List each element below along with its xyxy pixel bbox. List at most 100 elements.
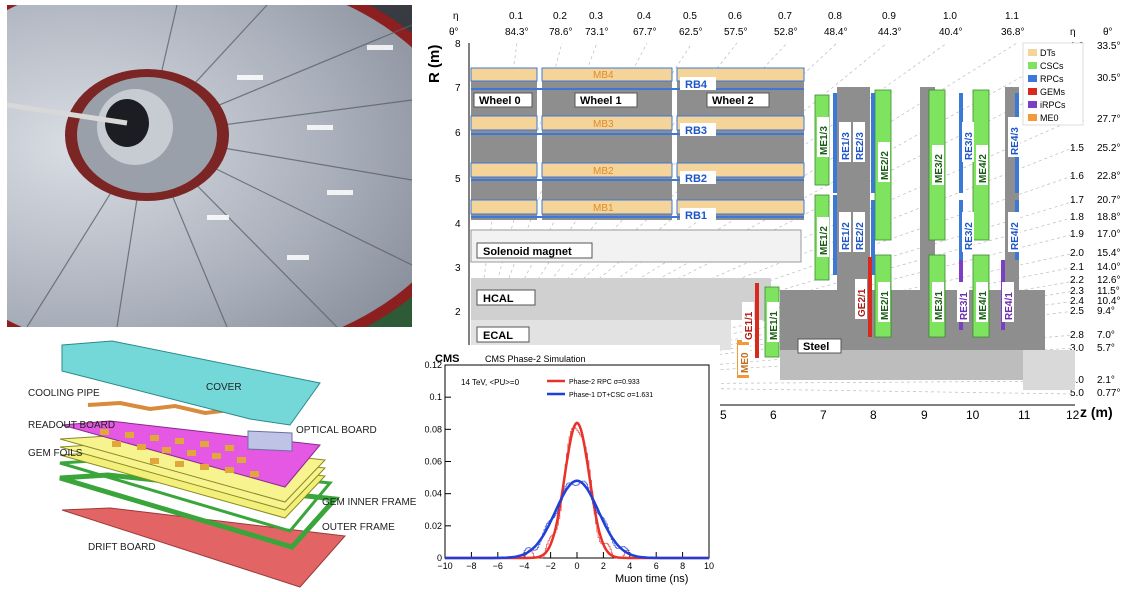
x-tick-label: 6 xyxy=(654,561,659,571)
right-theta: 15.4° xyxy=(1097,248,1120,259)
top-eta: 0.2 xyxy=(553,11,567,22)
z-tick: 5 xyxy=(720,408,727,422)
top-theta: 84.3° xyxy=(505,27,528,38)
gem-exploded-view: COVER COOLING PIPE READOUT BOARD OPTICAL… xyxy=(0,333,425,592)
top-eta: 0.8 xyxy=(828,11,842,22)
re23-label: RE2/3 xyxy=(855,132,866,160)
mb-labels: MB4 MB3 MB2 MB1 xyxy=(593,70,614,214)
legend-label-cscs: CSCs xyxy=(1040,61,1064,71)
solenoid-label: Solenoid magnet xyxy=(483,246,572,258)
top-theta: 52.8° xyxy=(774,27,797,38)
series-histogram-1 xyxy=(523,480,630,558)
top-theta: 67.7° xyxy=(633,27,656,38)
rb-labels: RB4 RB3 RB2 RB1 xyxy=(680,77,716,222)
mb3-label: MB3 xyxy=(593,119,614,130)
right-theta: 20.7° xyxy=(1097,195,1120,206)
top-theta: 48.4° xyxy=(824,27,847,38)
rb1-label: RB1 xyxy=(685,210,707,222)
right-theta: 11.5° xyxy=(1097,286,1120,297)
me11-label: ME1/1 xyxy=(769,311,780,340)
hcal-label-box xyxy=(476,289,536,306)
z-tick: 11 xyxy=(1018,408,1031,422)
right-eta: 2.2 xyxy=(1070,275,1084,286)
ge11-label: GE1/1 xyxy=(744,311,755,340)
rb-strips xyxy=(471,88,804,218)
gem-labels: COVER COOLING PIPE READOUT BOARD OPTICAL… xyxy=(28,382,417,553)
wheel-0-label: Wheel 0 xyxy=(479,95,521,107)
endcap-labels: ME1/3 RE1/3 RE2/3 ME2/2 ME3/2 RE3/3 ME4/… xyxy=(738,117,1021,375)
re42-label: RE4/2 xyxy=(1010,222,1021,250)
right-theta: 2.1° xyxy=(1097,375,1115,386)
outer-frame-label: OUTER FRAME xyxy=(322,522,395,533)
legend-label-gems: GEMs xyxy=(1040,87,1066,97)
top-eta: 0.3 xyxy=(589,11,603,22)
solenoid-label-box xyxy=(476,242,593,259)
right-eta: 2.4 xyxy=(1070,296,1084,307)
right-theta: 18.8° xyxy=(1097,212,1120,223)
re41-label: RE4/1 xyxy=(1004,292,1015,320)
right-eta: 1.6 xyxy=(1070,171,1084,182)
cover-label: COVER xyxy=(206,382,242,393)
muon-time-chart: CMS CMS Phase-2 Simulation 14 TeV, <PU>=… xyxy=(425,345,720,592)
right-eta: 1.8 xyxy=(1070,212,1084,223)
y-tick-label: 0.04 xyxy=(425,489,442,499)
theta-header: θ° xyxy=(449,27,459,38)
x-tick-label: 4 xyxy=(627,561,632,571)
chart-series xyxy=(445,421,709,560)
rb4-label: RB4 xyxy=(685,79,708,91)
x-tick-label: −4 xyxy=(519,561,529,571)
cms-endcap-photo xyxy=(7,5,412,327)
x-tick-label: 10 xyxy=(704,561,714,571)
right-theta: 17.0° xyxy=(1097,229,1120,240)
y-tick-label: 0.12 xyxy=(425,360,442,370)
re12-label: RE1/2 xyxy=(841,222,852,250)
endcap-photo-drawing xyxy=(7,5,412,327)
z-tick: 6 xyxy=(770,408,777,422)
ge21-label: GE2/1 xyxy=(857,288,868,317)
gem-foils-label: GEM FOILS xyxy=(28,448,83,459)
outer-frame-shape xyxy=(59,472,341,550)
me12-label: ME1/2 xyxy=(819,226,830,255)
rb2-label: RB2 xyxy=(685,173,707,185)
top-theta: 78.6° xyxy=(549,27,572,38)
me31-label: ME3/1 xyxy=(934,291,945,320)
legend-text-1: Phase-1 DT+CSC σ=1.631 xyxy=(569,392,653,399)
legend-text-0: Phase-2 RPC σ=0.933 xyxy=(569,379,640,386)
cover-shape xyxy=(61,340,321,426)
me13-label: ME1/3 xyxy=(819,126,830,155)
hcal-label: HCAL xyxy=(483,293,514,305)
right-eta: 2.1 xyxy=(1070,262,1084,273)
gem-inner-frame-label: GEM INNER FRAME xyxy=(322,497,417,508)
y-tick-label: 0.02 xyxy=(425,521,442,531)
top-scale: η θ° 0.1 84.3° 0.2 78.6° 0.3 73.1° 0.4 6… xyxy=(449,11,1113,38)
re43-label: RE4/3 xyxy=(1010,127,1021,155)
top-theta: 44.3° xyxy=(878,27,901,38)
y-tick-label: 0 xyxy=(437,553,442,563)
x-tick-label: −2 xyxy=(545,561,555,571)
top-theta: 62.5° xyxy=(679,27,702,38)
r-tick: 2 xyxy=(455,307,461,318)
chart-brand: CMS xyxy=(435,353,459,365)
right-theta: 10.4° xyxy=(1097,296,1120,307)
top-eta: 0.9 xyxy=(882,11,896,22)
legend-swatch-irpcs xyxy=(1028,101,1037,108)
right-eta: 2.8 xyxy=(1070,330,1084,341)
me42-label: ME4/2 xyxy=(978,154,989,183)
right-eta: 1.5 xyxy=(1070,143,1084,154)
top-eta: 1.0 xyxy=(943,11,957,22)
top-theta: 40.4° xyxy=(939,27,962,38)
right-theta: 12.6° xyxy=(1097,275,1120,286)
x-tick-label: 8 xyxy=(680,561,685,571)
top-eta: 0.7 xyxy=(778,11,792,22)
legend-swatch-gems xyxy=(1028,88,1037,95)
r-tick: 4 xyxy=(455,219,461,230)
gem-chambers xyxy=(755,257,872,358)
right-theta: 9.4° xyxy=(1097,306,1115,317)
right-theta: 30.5° xyxy=(1097,73,1120,84)
drift-board-label: DRIFT BOARD xyxy=(88,542,156,553)
readout-board-label: READOUT BOARD xyxy=(28,420,115,431)
mb1-label: MB1 xyxy=(593,203,614,214)
y-tick-label: 0.08 xyxy=(425,424,442,434)
me0-label: ME0 xyxy=(740,352,751,373)
mb2-label: MB2 xyxy=(593,166,614,177)
